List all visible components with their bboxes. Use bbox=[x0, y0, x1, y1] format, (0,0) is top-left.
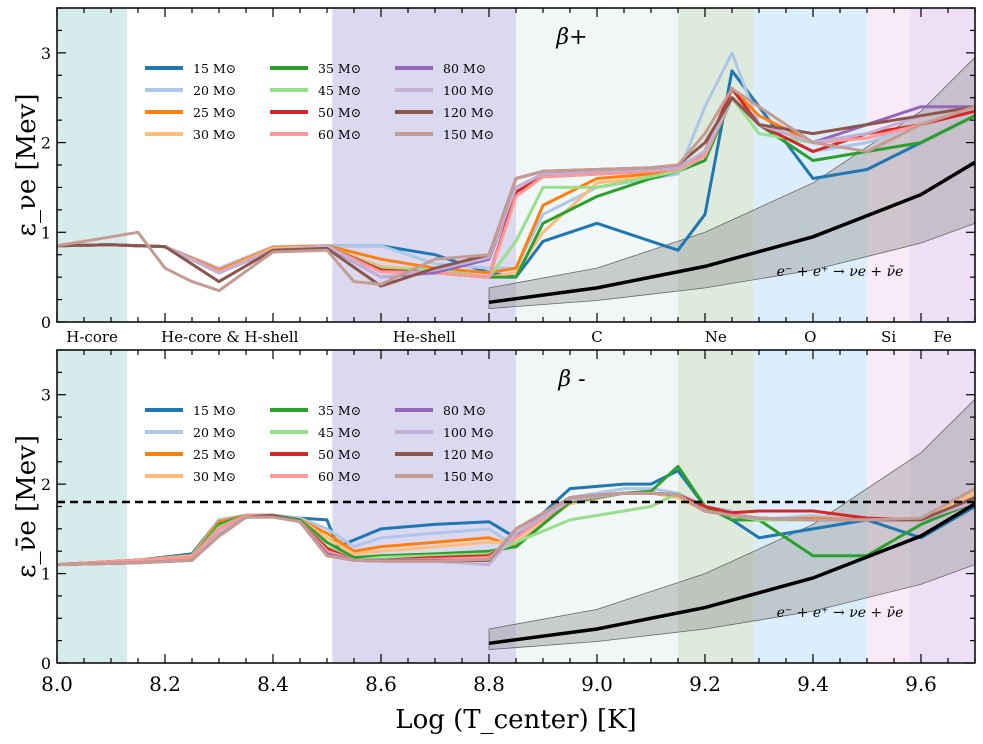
plot-area bbox=[57, 51, 975, 309]
stage-band-hcore bbox=[57, 8, 128, 322]
stage-label: Fe bbox=[933, 328, 952, 346]
legend-entry: 120 M⊙ bbox=[443, 105, 494, 120]
panel-beta-minus: 0 1 2 3 β - ε_ν̄e [Mev] e⁻ + e⁺ → νe + ν̄e 15 M… bbox=[12, 349, 976, 735]
legend-entry: 30 M⊙ bbox=[193, 127, 236, 142]
pair-annihilation-curve bbox=[488, 160, 975, 305]
x-tick-label: 8.0 bbox=[41, 672, 73, 696]
x-axis-label: Log (T_center) [K] bbox=[395, 705, 636, 735]
panel-title: β+ bbox=[555, 25, 587, 50]
y-tick-label: 3 bbox=[41, 44, 51, 63]
legend-entry: 20 M⊙ bbox=[193, 83, 236, 98]
x-tick-label: 8.8 bbox=[473, 672, 505, 696]
stage-band-o bbox=[753, 350, 867, 663]
panel-title: β - bbox=[557, 367, 585, 392]
legend-entry: 15 M⊙ bbox=[193, 403, 236, 418]
legend-entry: 25 M⊙ bbox=[193, 105, 236, 120]
y-tick-label: 2 bbox=[41, 475, 51, 494]
y-tick-label: 0 bbox=[41, 313, 51, 332]
x-tick-label: 8.6 bbox=[365, 672, 397, 696]
legend-entry: 50 M⊙ bbox=[318, 447, 361, 462]
stage-label: Si bbox=[881, 328, 896, 346]
y-axis-label: ε_ν̄e [Mev] bbox=[12, 435, 42, 578]
legend-entry: 60 M⊙ bbox=[318, 469, 361, 484]
legend-entry: 20 M⊙ bbox=[193, 425, 236, 440]
stage-band-si bbox=[867, 350, 911, 663]
y-tick-label: 0 bbox=[41, 654, 51, 673]
x-tick-label: 9.6 bbox=[905, 672, 937, 696]
legend-entry: 25 M⊙ bbox=[193, 447, 236, 462]
y-tick-label: 1 bbox=[41, 565, 51, 584]
legend-entry: 60 M⊙ bbox=[318, 127, 361, 142]
legend-entry: 15 M⊙ bbox=[193, 61, 236, 76]
stage-label: He-core & H-shell bbox=[161, 328, 299, 346]
series-line-12 bbox=[57, 487, 975, 567]
legend-entry: 150 M⊙ bbox=[443, 127, 494, 142]
legend-entry: 80 M⊙ bbox=[443, 403, 486, 418]
stage-band-fe bbox=[910, 8, 975, 322]
pair-annihilation-curve bbox=[488, 502, 975, 646]
legend-entry: 50 M⊙ bbox=[318, 105, 361, 120]
y-tick-label: 3 bbox=[41, 386, 51, 405]
legend-entry: 45 M⊙ bbox=[318, 83, 361, 98]
stage-band-o bbox=[753, 8, 867, 322]
stage-label: O bbox=[804, 328, 816, 346]
pair-uncertainty-band bbox=[488, 398, 975, 651]
x-tick-label: 9.2 bbox=[689, 672, 721, 696]
legend-entry: 30 M⊙ bbox=[193, 469, 236, 484]
x-tick-label: 9.4 bbox=[797, 672, 829, 696]
y-tick-label: 1 bbox=[41, 223, 51, 242]
stage-label: H-core bbox=[66, 328, 118, 346]
panel-beta-plus: 0 1 2 3 β+ ε_νe [Mev] e⁻ + e⁺ → νe + ν̄e 15 M⊙ 2… bbox=[12, 7, 976, 346]
y-tick-label: 2 bbox=[41, 134, 51, 153]
y-axis-label: ε_νe [Mev] bbox=[12, 94, 42, 237]
stage-label: He-shell bbox=[393, 328, 456, 346]
reaction-annotation: e⁻ + e⁺ → νe + ν̄e bbox=[777, 264, 904, 280]
legend-entry: 120 M⊙ bbox=[443, 447, 494, 462]
reaction-annotation: e⁻ + e⁺ → νe + ν̄e bbox=[777, 605, 904, 621]
x-tick-label: 9.0 bbox=[581, 672, 613, 696]
stage-band-hecorehshell bbox=[127, 350, 333, 663]
series-line-12 bbox=[57, 87, 975, 293]
plot-area bbox=[57, 398, 975, 651]
legend-entry: 100 M⊙ bbox=[443, 425, 494, 440]
legend-entry: 150 M⊙ bbox=[443, 469, 494, 484]
stage-band-heshell bbox=[332, 350, 516, 663]
legend-entry: 45 M⊙ bbox=[318, 425, 361, 440]
x-tick-label: 8.4 bbox=[257, 672, 289, 696]
stage-label: Ne bbox=[705, 328, 727, 346]
stage-label: C bbox=[591, 328, 602, 346]
legend-entry: 35 M⊙ bbox=[318, 61, 361, 76]
legend-entry: 35 M⊙ bbox=[318, 403, 361, 418]
legend-entry: 100 M⊙ bbox=[443, 83, 494, 98]
stage-band-c bbox=[516, 8, 678, 322]
x-tick-label: 8.2 bbox=[149, 672, 181, 696]
pair-uncertainty-band bbox=[488, 56, 975, 309]
stage-band-hcore bbox=[57, 350, 128, 663]
series-line-10 bbox=[57, 96, 975, 279]
legend-entry: 80 M⊙ bbox=[443, 61, 486, 76]
